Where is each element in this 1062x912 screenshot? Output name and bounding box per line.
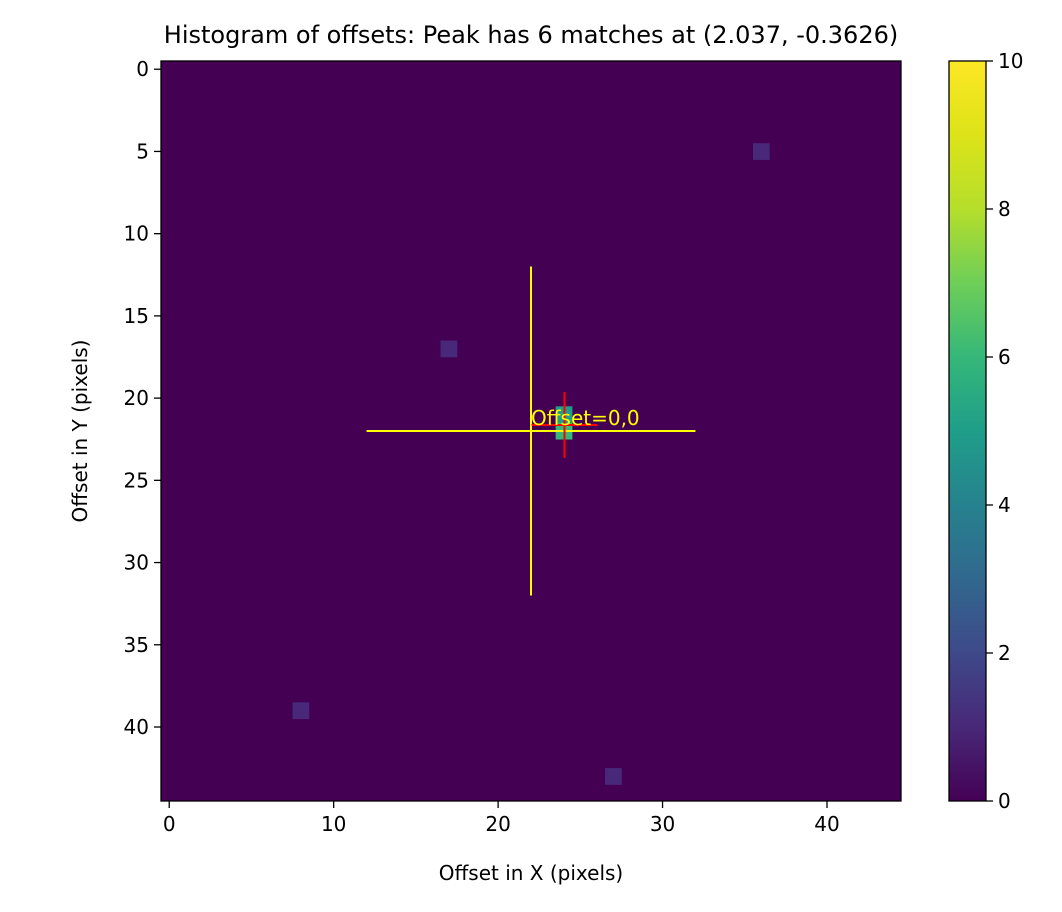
colorbar-tick-label: 6 [998,345,1011,369]
y-tick-label: 15 [124,304,149,328]
y-tick-label: 20 [124,386,149,410]
x-tick-label: 40 [814,812,839,836]
y-axis-ticks: 0 5 10 15 20 25 30 35 40 [124,57,161,739]
x-tick-label: 30 [650,812,675,836]
heatmap-cell [292,702,310,720]
colorbar-tick-label: 0 [998,789,1011,813]
zero-offset-label: Offset=0,0 [531,406,640,430]
x-tick-label: 0 [163,812,176,836]
x-tick-label: 10 [321,812,346,836]
x-axis-ticks: 0 10 20 30 40 [163,801,840,836]
y-axis-label: Offset in Y (pixels) [68,340,92,523]
y-tick-label: 35 [124,633,149,657]
x-axis-label: Offset in X (pixels) [439,861,623,885]
colorbar-ticks: 0 2 4 6 8 10 [986,49,1023,813]
colorbar-tick-label: 2 [998,641,1011,665]
colorbar-tick-label: 10 [998,49,1023,73]
y-tick-label: 40 [124,715,149,739]
colorbar-tick-label: 8 [998,197,1011,221]
colorbar-tick-label: 4 [998,493,1011,517]
colorbar [948,60,987,802]
y-tick-label: 25 [124,468,149,492]
markers: Offset=0,0 [366,266,696,596]
y-tick-label: 5 [136,139,149,163]
heatmap-cell [753,143,770,160]
plot-frame [160,60,902,802]
y-tick-label: 30 [124,551,149,575]
x-tick-label: 20 [485,812,510,836]
heatmap-cell [605,768,622,785]
heatmap-cell [440,340,458,358]
chart-title: Histogram of offsets: Peak has 6 matches… [164,21,898,49]
y-tick-label: 10 [124,222,149,246]
y-tick-label: 0 [136,57,149,81]
